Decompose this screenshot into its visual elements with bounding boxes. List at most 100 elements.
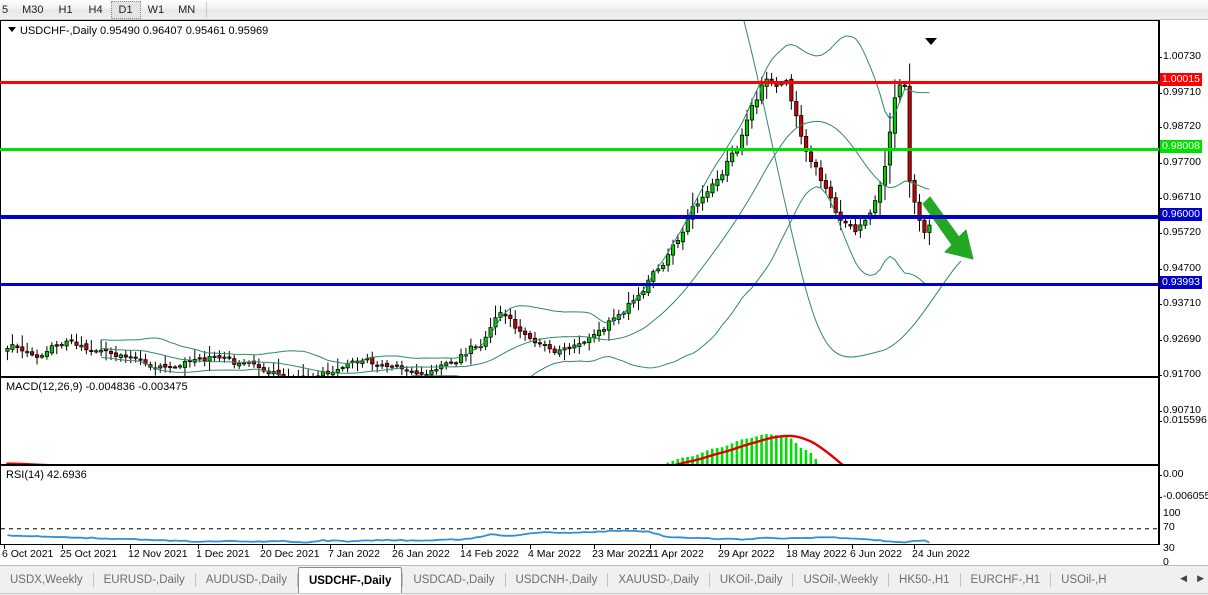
date-axis-label: 23 Mar 2022 [592,548,651,560]
date-axis-label: 6 Oct 2021 [2,548,54,560]
macd-panel[interactable] [0,377,1159,465]
chart-tab-usdx-weekly[interactable]: USDX,Weekly [10,574,83,586]
axis-tick [1159,497,1162,498]
timeframe-button-h4[interactable]: H4 [88,3,103,16]
tab-separator [607,573,609,587]
date-axis-label: 24 Jun 2022 [912,548,970,560]
date-tick [720,545,721,549]
price-level-line-0.93993[interactable] [0,283,1159,286]
chart-tab-bar: USDX,Weekly EURUSD-,Daily AUDUSD-,Daily USD… [0,565,1208,595]
chart-tab-usoil-weekly[interactable]: USOil-,Weekly [803,574,879,586]
price-level-line-1.00015[interactable] [0,81,1159,84]
timeframe-button-m5[interactable]: 5 [2,3,9,16]
timeframe-button-d1[interactable]: D1 [110,0,141,19]
axis-tick [1159,304,1162,305]
date-axis-label: 18 May 2022 [786,548,847,560]
chart-tab-usdcnh-daily[interactable]: USDCNH-,Daily [515,574,598,586]
macd-axis-label-0.00: 0.00 [1163,468,1184,480]
date-axis-label: 1 Dec 2021 [196,548,250,560]
date-axis-label: 25 Oct 2021 [60,548,118,560]
tab-scroll-controls: ◀ ▶ [1180,566,1208,590]
macd-axis-label-0.015596: 0.015596 [1163,414,1207,426]
price-level-tag-0.93993[interactable]: 0.93993 [1160,276,1202,289]
rsi-axis-label-70: 70 [1163,521,1175,533]
axis-tick [1159,340,1162,341]
chart-tab-usdchf-daily[interactable]: USDCHF-,Daily [297,567,403,593]
date-axis-label: 26 Jan 2022 [392,548,450,560]
price-level-line-0.98008[interactable] [0,148,1159,151]
price-level-tag-1.00015[interactable]: 1.00015 [1160,73,1202,86]
price-axis-label-0.99710: 0.99710 [1163,86,1201,98]
tab-separator [504,573,506,587]
chart-tab-audusd-daily[interactable]: AUDUSD-,Daily [205,574,287,586]
price-level-line-0.96000[interactable] [0,215,1159,219]
date-axis-label: 6 Jun 2022 [850,548,902,560]
date-tick [130,545,131,549]
date-axis: 6 Oct 2021 25 Oct 2021 12 Nov 2021 1 Dec 20… [0,545,1159,565]
price-axis-label-0.97700: 0.97700 [1163,156,1201,168]
date-tick [594,545,595,549]
tab-separator [959,573,961,587]
macd-axis-label--0.006055: -0.006055 [1163,490,1208,502]
chart-top-marker-icon [925,38,937,45]
date-axis-label: 7 Jan 2022 [328,548,380,560]
chart-tab-ukoil-daily[interactable]: UKOil-,Daily [719,574,783,586]
rsi-axis-label-100: 100 [1163,507,1181,519]
axis-tick [1159,475,1162,476]
price-level-tag-0.96000[interactable]: 0.96000 [1160,208,1202,221]
tab-separator [402,573,404,587]
rsi-plot [1,528,1158,544]
price-axis-label-0.96710: 0.96710 [1163,191,1201,203]
rsi-panel[interactable] [0,465,1159,545]
date-tick [462,545,463,549]
price-panel[interactable] [0,20,1159,377]
macd-plot [5,434,844,464]
chart-canvas-area[interactable]: USDCHF-,Daily 0.95490 0.96407 0.95461 0.… [0,20,1208,568]
tab-separator [792,573,794,587]
date-axis-label: 11 Apr 2022 [648,548,704,560]
rsi-axis-label-0: 0 [1163,556,1169,568]
timeframe-button-h1[interactable]: H1 [58,3,73,16]
date-tick [394,545,395,549]
tab-separator [888,573,890,587]
tab-scroll-right-icon[interactable]: ▶ [1197,572,1204,583]
date-axis-label: 20 Dec 2021 [260,548,320,560]
axis-tick [1159,163,1162,164]
date-axis-label: 4 Mar 2022 [528,548,582,560]
timeframe-button-mn[interactable]: MN [178,3,196,16]
chart-tab-usdcad-daily[interactable]: USDCAD-,Daily [413,574,495,586]
tab-scroll-left-icon[interactable]: ◀ [1180,572,1188,583]
chart-tab-xauusd-daily[interactable]: XAUUSD-,Daily [618,574,699,586]
date-tick [650,545,651,549]
price-axis-label-1.00730: 1.00730 [1163,50,1201,62]
date-tick [198,545,199,549]
date-tick [914,545,915,549]
tab-separator [296,573,298,587]
date-tick [530,545,531,549]
axis-tick [1159,198,1162,199]
date-tick [4,545,5,549]
axis-tick [1159,127,1162,128]
tab-separator [92,573,94,587]
date-tick [852,545,853,549]
timeframe-button-w1[interactable]: W1 [147,3,165,16]
timeframe-button-m30[interactable]: M30 [22,3,44,16]
axis-tick [1159,269,1162,270]
date-axis-label: 29 Apr 2022 [718,548,775,560]
price-axis-label-0.92690: 0.92690 [1163,333,1201,345]
price-axis-label-0.95720: 0.95720 [1163,226,1201,238]
toolbar-separator [206,1,208,18]
price-level-tag-0.98008[interactable]: 0.98008 [1160,140,1202,153]
axis-tick [1159,411,1162,412]
chart-tab-eurusd-daily[interactable]: EURUSD-,Daily [103,574,185,586]
chart-tab-usoil-h[interactable]: USOil-,H [1061,574,1107,586]
price-plot [5,21,974,376]
rsi-axis-label-30: 30 [1163,542,1175,554]
chart-tab-hk50-h1[interactable]: HK50-,H1 [899,574,950,586]
axis-tick [1159,421,1162,422]
timeframe-toolbar: 5 M30 H1 H4 D1 W1 MN [0,0,1208,20]
tab-separator [194,573,196,587]
date-tick [262,545,263,549]
chart-tab-eurchf-h1[interactable]: EURCHF-,H1 [970,574,1041,586]
